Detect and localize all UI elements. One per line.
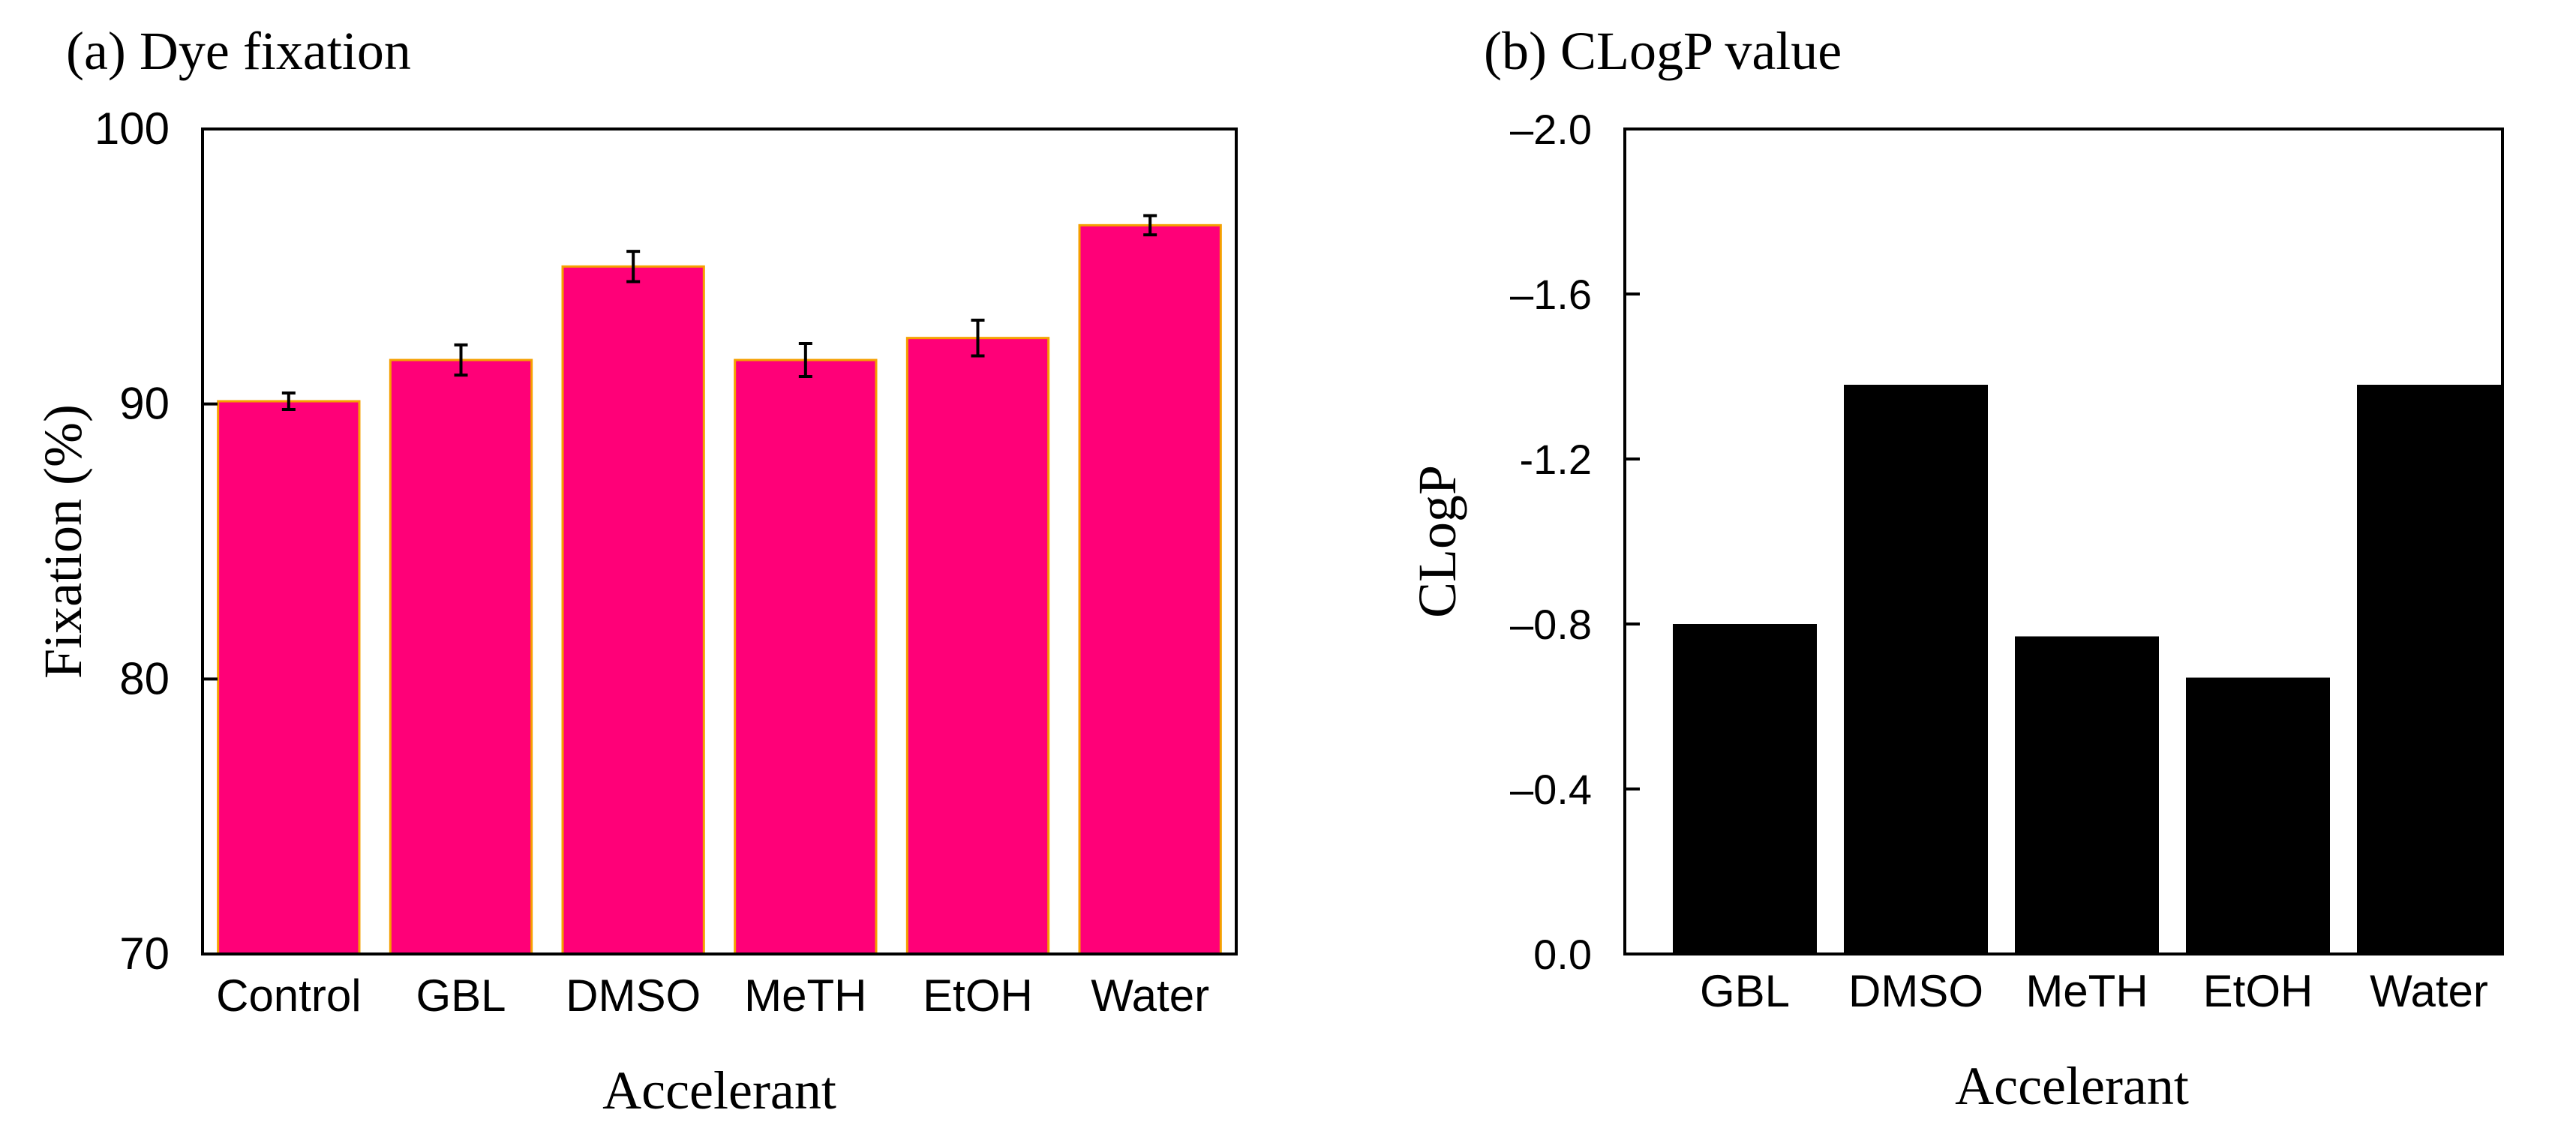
y-tick-label--1-2: -1.2 [1520, 436, 1593, 483]
x-tick-label-water: Water [2370, 966, 2488, 1016]
y-tick-label--1-6: –1.6 [1510, 271, 1592, 318]
panel-a-plot-frame [201, 128, 1238, 956]
bar-water [1078, 224, 1222, 956]
panel-a-y-ticks: 70 80 90 100 [95, 104, 218, 979]
y-tick-label-70: 70 [119, 928, 170, 979]
panel-b-title: (b) CLogP value [1484, 21, 1842, 81]
panel-a-x-ticks: Control GBL DMSO MeTH EtOH Water [216, 970, 1209, 1021]
bar-etoh [905, 337, 1050, 956]
x-tick-label-dmso: DMSO [1848, 966, 1983, 1016]
x-tick-label-etoh: EtOH [2203, 966, 2313, 1016]
y-tick-label-100: 100 [95, 104, 170, 154]
y-tick-label-0-0: 0.0 [1533, 931, 1592, 978]
error-bar-dmso [626, 250, 641, 284]
panel-b-y-axis-label: CLogP [1407, 465, 1467, 618]
y-tick-label--0-8: –0.8 [1510, 601, 1592, 648]
x-tick-label-meth: MeTH [2025, 966, 2148, 1016]
x-tick-label-dmso: DMSO [566, 970, 701, 1021]
bar-gbl [389, 358, 533, 956]
panel-a-dye-fixation: (a) Dye fixation 70 80 90 100 Control GBL DMS… [33, 21, 1238, 1120]
panel-a-y-axis-label: Fixation (%) [33, 404, 93, 679]
y-tick-label--0-4: –0.4 [1510, 766, 1592, 813]
x-tick-label-gbl: GBL [1700, 966, 1790, 1016]
panel-b-x-ticks: GBL DMSO MeTH EtOH Water [1700, 966, 2488, 1016]
panel-b-clogp-value: (b) CLogP value 0.0–0.4–0.8-1.2–1.6–2.0 … [1407, 21, 2504, 1116]
x-tick-label-gbl: GBL [416, 970, 506, 1021]
panel-a-title: (a) Dye fixation [66, 21, 411, 81]
panel-b-plot-frame [1623, 128, 2504, 956]
bar-water [2357, 385, 2501, 954]
x-tick-label-meth: MeTH [744, 970, 866, 1021]
x-tick-label-water: Water [1091, 970, 1209, 1021]
error-bar-gbl [454, 343, 468, 377]
bar-control [217, 400, 361, 956]
y-tick-label-80: 80 [119, 653, 170, 704]
y-tick-label--2-0: –2.0 [1510, 106, 1592, 153]
panel-a-bars [217, 224, 1222, 956]
error-bar-control [281, 392, 296, 411]
bar-gbl [1673, 624, 1817, 954]
panel-a-error-bars [281, 214, 1157, 411]
error-bar-etoh [971, 318, 985, 358]
panel-b-bars [1673, 385, 2501, 954]
panel-a-x-axis-label: Accelerant [602, 1060, 836, 1120]
bar-meth [734, 358, 878, 956]
y-tick-label-90: 90 [119, 379, 170, 429]
x-tick-label-etoh: EtOH [923, 970, 1033, 1021]
bar-dmso [1844, 385, 1988, 954]
error-bar-water [1143, 214, 1157, 237]
bar-dmso [561, 265, 705, 956]
error-bar-meth [798, 342, 812, 378]
bar-etoh [2186, 677, 2330, 954]
panel-b-x-axis-label: Accelerant [1955, 1056, 2189, 1116]
x-tick-label-control: Control [216, 970, 361, 1021]
bar-meth [2015, 636, 2159, 954]
panel-b-y-ticks: 0.0 –0.4 –0.8 -1.2 –1.6 –2.0 [1510, 106, 1640, 978]
